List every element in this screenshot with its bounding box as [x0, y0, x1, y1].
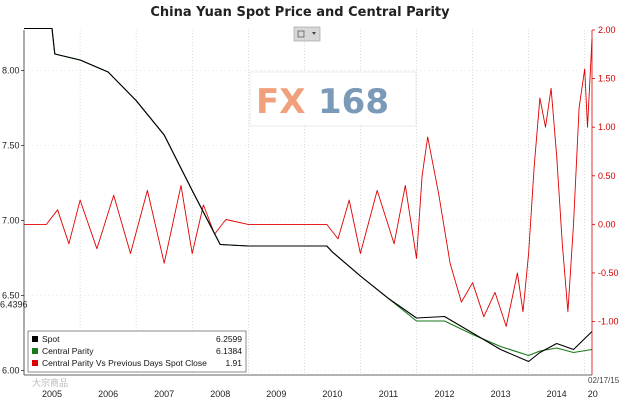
date-stamp: 02/17/15: [588, 376, 620, 385]
right-tick-label: -1.00: [598, 317, 619, 327]
watermark: 大宗商品: [32, 377, 68, 389]
right-tick-label: 1.50: [598, 74, 616, 84]
x-tick-label: 2012: [435, 389, 455, 399]
legend-label-spot: Spot: [42, 334, 60, 344]
chart-settings-button[interactable]: [293, 26, 321, 42]
legend-value-spot: 6.2599: [216, 334, 242, 344]
legend-swatch-spot: [32, 336, 38, 342]
x-tick-label: 2010: [322, 389, 342, 399]
x-tick-label: 2011: [379, 389, 398, 399]
left-tick-label: 7.00: [2, 216, 20, 226]
left-tick-label: 7.50: [2, 141, 20, 151]
x-tick-label: 2005: [42, 389, 62, 399]
chevron-down-icon: [312, 32, 316, 35]
left-tick-label: 6.00: [2, 366, 20, 376]
legend-item-parity-vs-spot: Central Parity Vs Previous Days Spot Clo…: [32, 358, 242, 368]
right-tick-label: 0.00: [598, 219, 616, 229]
x-tick-label: 2013: [491, 389, 511, 399]
right-tick-label: 0.50: [598, 171, 616, 181]
fx168-logo-fx: FX: [256, 82, 305, 122]
series-line-spot: [24, 27, 593, 363]
fx168-logo-number: 168: [318, 82, 389, 122]
x-tick-label: 2008: [210, 389, 230, 399]
legend: Spot 6.2599 Central Parity 6.1384 Centra…: [27, 330, 247, 373]
right-tick-label: 2.00: [598, 25, 616, 35]
x-tick-label: 2006: [98, 389, 118, 399]
left-tick-label: 6.50: [2, 291, 20, 301]
legend-label-parity-vs-spot: Central Parity Vs Previous Days Spot Clo…: [42, 358, 207, 368]
chart-icon: [297, 30, 305, 38]
x-tick-label: 2009: [266, 389, 286, 399]
right-tick-label: 1.00: [598, 122, 616, 132]
legend-swatch-central-parity: [32, 348, 38, 354]
left-axis-marker-label: 6.4396: [0, 300, 28, 310]
x-tick-label: 20: [588, 389, 598, 399]
legend-item-central-parity: Central Parity 6.1384: [32, 346, 242, 356]
x-tick-label: 2007: [154, 389, 174, 399]
legend-value-central-parity: 6.1384: [216, 346, 242, 356]
legend-value-parity-vs-spot: 1.91: [225, 358, 242, 368]
legend-label-central-parity: Central Parity: [42, 346, 94, 356]
series-layer: [24, 27, 593, 363]
legend-box: [27, 330, 247, 373]
fx168-logo: FX 168: [249, 71, 417, 127]
chart-title: China Yuan Spot Price and Central Parity: [150, 5, 450, 20]
legend-item-spot: Spot 6.2599: [32, 334, 242, 344]
right-tick-label: -0.50: [598, 268, 619, 278]
left-tick-label: 8.00: [2, 66, 20, 76]
fx168-logo-box: [249, 71, 417, 127]
legend-swatch-parity-vs-spot: [32, 360, 38, 366]
series-line-parity-vs-spot: [24, 38, 593, 327]
x-tick-label: 2014: [547, 389, 567, 399]
ticks-layer: 2005 2006 2007 2008 2009 2010 2011 2012 2013 2014…: [0, 25, 619, 399]
chart-settings-button-bg[interactable]: [293, 26, 321, 42]
